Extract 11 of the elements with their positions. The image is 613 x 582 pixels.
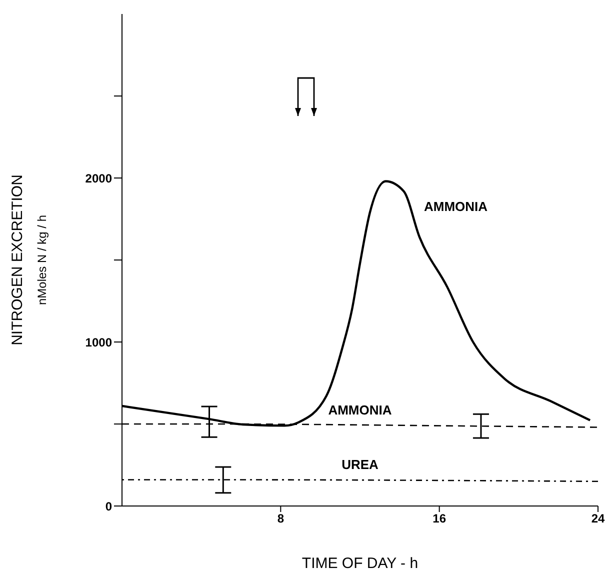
x-tick-label: 24 [591,512,605,526]
series-label: AMMONIA [424,198,488,214]
x-tick-label: 8 [277,512,284,526]
series-label: UREA [342,457,380,472]
series-label: AMMONIA [328,402,392,418]
y-tick-label: 2000 [85,171,112,186]
y-tick-label: 0 [105,499,112,514]
y-axis-title: NITROGEN EXCRETION nMoles N / kg / h [9,174,49,346]
x-axis-title: TIME OF DAY - h [302,555,418,572]
y-tick-label: 1000 [85,335,112,350]
x-tick-label: 16 [432,512,446,526]
